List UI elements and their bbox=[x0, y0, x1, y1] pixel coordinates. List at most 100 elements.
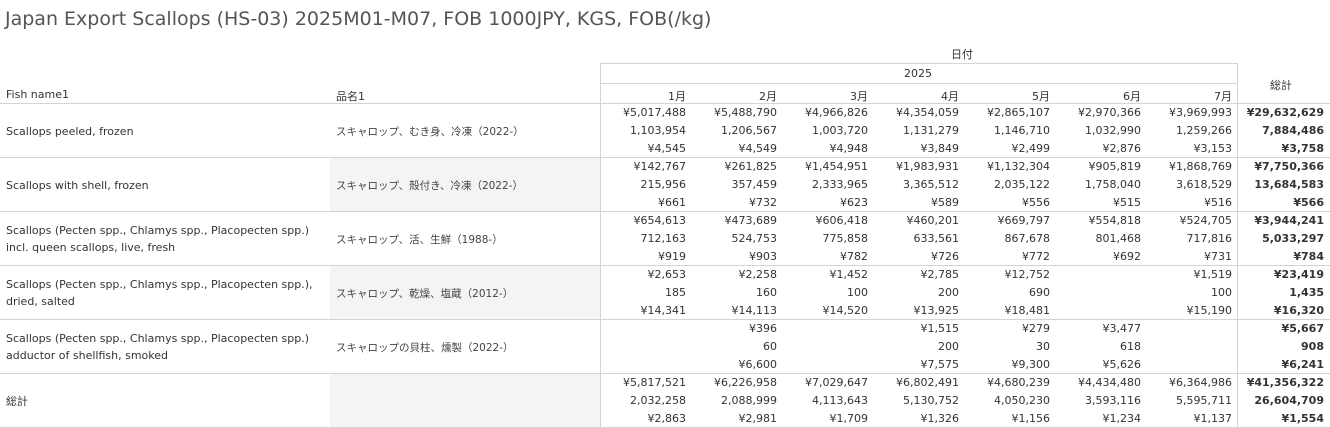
fish-name-cell[interactable]: Scallops with shell, frozen bbox=[6, 158, 326, 212]
row-divider bbox=[0, 373, 1330, 374]
fob-per-kg-value: ¥903 bbox=[749, 250, 777, 263]
jp-name-cell[interactable]: スキャロップ、乾燥、塩蔵（2012-） bbox=[336, 266, 596, 320]
fish-name-line: adductor of shellfish, smoked bbox=[6, 349, 168, 362]
grand-total-cell[interactable]: ¥3,944,241 5,033,297 ¥784 bbox=[1238, 212, 1324, 266]
value-cell[interactable]: ¥5,817,521 2,032,258 ¥2,863 bbox=[600, 374, 686, 428]
jp-name-cell[interactable]: スキャロップ、むき身、冷凍（2022-） bbox=[336, 104, 596, 158]
fish-name-header[interactable]: Fish name1 bbox=[6, 88, 69, 101]
month-header: 7月 bbox=[1214, 90, 1232, 103]
table-row: Scallops (Pecten spp., Chlamys spp., Pla… bbox=[0, 320, 1330, 374]
value-cell[interactable]: ¥1,515 200 ¥7,575 bbox=[873, 320, 960, 374]
fob-per-kg-value: ¥2,981 bbox=[738, 412, 778, 425]
value-cell[interactable] bbox=[600, 320, 686, 374]
fob-value: ¥2,865,107 bbox=[987, 106, 1050, 119]
value-cell[interactable]: ¥4,680,239 4,050,230 ¥1,156 bbox=[964, 374, 1050, 428]
kgs-value: 3,618,529 bbox=[1176, 178, 1232, 191]
kgs-value: 5,130,752 bbox=[903, 394, 959, 407]
value-cell[interactable]: ¥606,418 775,858 ¥782 bbox=[782, 212, 869, 266]
value-cell[interactable]: ¥7,029,647 4,113,643 ¥1,709 bbox=[782, 374, 868, 428]
value-cell[interactable]: ¥554,818 801,468 ¥692 bbox=[1055, 212, 1142, 266]
value-cell[interactable]: ¥1,454,951 2,333,965 ¥623 bbox=[782, 158, 868, 212]
value-cell[interactable]: ¥1,983,931 3,365,512 ¥589 bbox=[873, 158, 959, 212]
jp-name-cell[interactable]: スキャロップ、殻付き、冷凍（2022-） bbox=[336, 158, 596, 212]
value-cell[interactable]: ¥3,969,993 1,259,266 ¥3,153 bbox=[1146, 104, 1232, 158]
value-cell[interactable]: ¥4,354,059 1,131,279 ¥3,849 bbox=[873, 104, 959, 158]
fob-per-kg-value: ¥15,190 bbox=[1186, 304, 1233, 317]
value-cell[interactable] bbox=[1146, 320, 1232, 374]
value-cell[interactable]: ¥2,970,366 1,032,990 ¥2,876 bbox=[1055, 104, 1141, 158]
value-cell[interactable]: ¥6,364,986 5,595,711 ¥1,137 bbox=[1146, 374, 1232, 428]
kgs-value: 1,758,040 bbox=[1085, 178, 1141, 191]
kgs-value: 1,131,279 bbox=[903, 124, 959, 137]
value-cell[interactable]: ¥905,819 1,758,040 ¥515 bbox=[1055, 158, 1141, 212]
fob-per-kg-value: ¥14,341 bbox=[640, 304, 687, 317]
total-fob-value: ¥3,944,241 bbox=[1254, 214, 1324, 227]
total-fob-per-kg-value: ¥784 bbox=[1293, 250, 1324, 263]
fob-per-kg-value: ¥589 bbox=[931, 196, 959, 209]
value-cell[interactable]: ¥473,689 524,753 ¥903 bbox=[691, 212, 778, 266]
value-cell[interactable]: ¥1,519 100 ¥15,190 bbox=[1146, 266, 1233, 320]
grand-total-cell[interactable]: ¥5,667 908 ¥6,241 bbox=[1238, 320, 1324, 374]
kgs-value: 200 bbox=[938, 286, 959, 299]
value-cell[interactable]: ¥654,613 712,163 ¥919 bbox=[600, 212, 687, 266]
value-cell[interactable]: ¥279 30 ¥9,300 bbox=[964, 320, 1051, 374]
header-divider-year bbox=[600, 83, 1237, 84]
jp-name-header[interactable]: 品名1 bbox=[336, 90, 365, 103]
grand-total-cell[interactable]: ¥7,750,366 13,684,583 ¥566 bbox=[1238, 158, 1324, 212]
value-cell[interactable]: ¥2,653 185 ¥14,341 bbox=[600, 266, 687, 320]
fish-name-cell[interactable]: 総計 bbox=[6, 374, 326, 428]
value-cell[interactable]: ¥1,452 100 ¥14,520 bbox=[782, 266, 869, 320]
fob-value: ¥3,969,993 bbox=[1169, 106, 1232, 119]
table-row: Scallops (Pecten spp., Chlamys spp., Pla… bbox=[0, 212, 1330, 266]
value-cell[interactable]: ¥261,825 357,459 ¥732 bbox=[691, 158, 778, 212]
total-fob-per-kg-value: ¥566 bbox=[1293, 196, 1324, 209]
row-divider bbox=[0, 157, 1330, 158]
value-cell[interactable]: ¥2,865,107 1,146,710 ¥2,499 bbox=[964, 104, 1050, 158]
value-cell[interactable]: ¥6,226,958 2,088,999 ¥2,981 bbox=[691, 374, 777, 428]
value-cell[interactable]: ¥460,201 633,561 ¥726 bbox=[873, 212, 960, 266]
value-cell[interactable]: ¥524,705 717,816 ¥731 bbox=[1146, 212, 1233, 266]
fob-value: ¥905,819 bbox=[1088, 160, 1142, 173]
value-cell[interactable]: ¥669,797 867,678 ¥772 bbox=[964, 212, 1051, 266]
fish-name-cell[interactable]: Scallops peeled, frozen bbox=[6, 104, 326, 158]
grand-total-cell[interactable]: ¥29,632,629 7,884,486 ¥3,758 bbox=[1238, 104, 1324, 158]
value-cell[interactable]: ¥1,132,304 2,035,122 ¥556 bbox=[964, 158, 1050, 212]
value-cell[interactable]: ¥6,802,491 5,130,752 ¥1,326 bbox=[873, 374, 959, 428]
fob-value: ¥1,515 bbox=[920, 322, 960, 335]
fish-name-cell[interactable]: Scallops (Pecten spp., Chlamys spp., Pla… bbox=[6, 212, 326, 266]
jp-name-cell[interactable]: スキャロップの貝柱、燻製（2022-） bbox=[336, 320, 596, 374]
jp-name-cell[interactable]: スキャロップ、活、生鮮（1988-） bbox=[336, 212, 596, 266]
fob-value bbox=[600, 320, 686, 338]
value-cell[interactable]: ¥3,477 618 ¥5,626 bbox=[1055, 320, 1142, 374]
fob-value: ¥554,818 bbox=[1088, 214, 1142, 227]
jp-name-text: スキャロップの貝柱、燻製（2022-） bbox=[336, 341, 514, 354]
jp-name-text: スキャロップ、むき身、冷凍（2022-） bbox=[336, 125, 524, 138]
grand-total-cell[interactable]: ¥41,356,322 26,604,709 ¥1,554 bbox=[1238, 374, 1324, 428]
value-cell[interactable] bbox=[782, 320, 868, 374]
value-cell[interactable]: ¥5,488,790 1,206,567 ¥4,549 bbox=[691, 104, 777, 158]
fish-name-cell[interactable]: Scallops (Pecten spp., Chlamys spp., Pla… bbox=[6, 266, 326, 320]
fob-per-kg-value: ¥1,234 bbox=[1102, 412, 1142, 425]
value-cell[interactable]: ¥142,767 215,956 ¥661 bbox=[600, 158, 687, 212]
kgs-value bbox=[1146, 338, 1232, 356]
value-cell[interactable]: ¥2,785 200 ¥13,925 bbox=[873, 266, 960, 320]
fob-per-kg-value: ¥731 bbox=[1204, 250, 1232, 263]
fob-value: ¥6,226,958 bbox=[714, 376, 777, 389]
fob-value: ¥460,201 bbox=[906, 214, 960, 227]
value-cell[interactable]: ¥1,868,769 3,618,529 ¥516 bbox=[1146, 158, 1232, 212]
table-row: Scallops (Pecten spp., Chlamys spp., Pla… bbox=[0, 266, 1330, 320]
fob-per-kg-value: ¥1,326 bbox=[920, 412, 960, 425]
fob-value: ¥5,817,521 bbox=[623, 376, 686, 389]
jp-name-cell[interactable] bbox=[336, 374, 596, 428]
value-cell[interactable]: ¥2,258 160 ¥14,113 bbox=[691, 266, 778, 320]
value-cell[interactable]: ¥4,434,480 3,593,116 ¥1,234 bbox=[1055, 374, 1141, 428]
fish-name-cell[interactable]: Scallops (Pecten spp., Chlamys spp., Pla… bbox=[6, 320, 326, 374]
value-cell[interactable]: ¥4,966,826 1,003,720 ¥4,948 bbox=[782, 104, 868, 158]
grand-total-cell[interactable]: ¥23,419 1,435 ¥16,320 bbox=[1238, 266, 1324, 320]
value-cell[interactable]: ¥396 60 ¥6,600 bbox=[691, 320, 778, 374]
header-divider-date bbox=[600, 63, 1237, 64]
value-cell[interactable] bbox=[1055, 266, 1141, 320]
kgs-value: 185 bbox=[665, 286, 686, 299]
value-cell[interactable]: ¥5,017,488 1,103,954 ¥4,545 bbox=[600, 104, 686, 158]
value-cell[interactable]: ¥12,752 690 ¥18,481 bbox=[964, 266, 1051, 320]
